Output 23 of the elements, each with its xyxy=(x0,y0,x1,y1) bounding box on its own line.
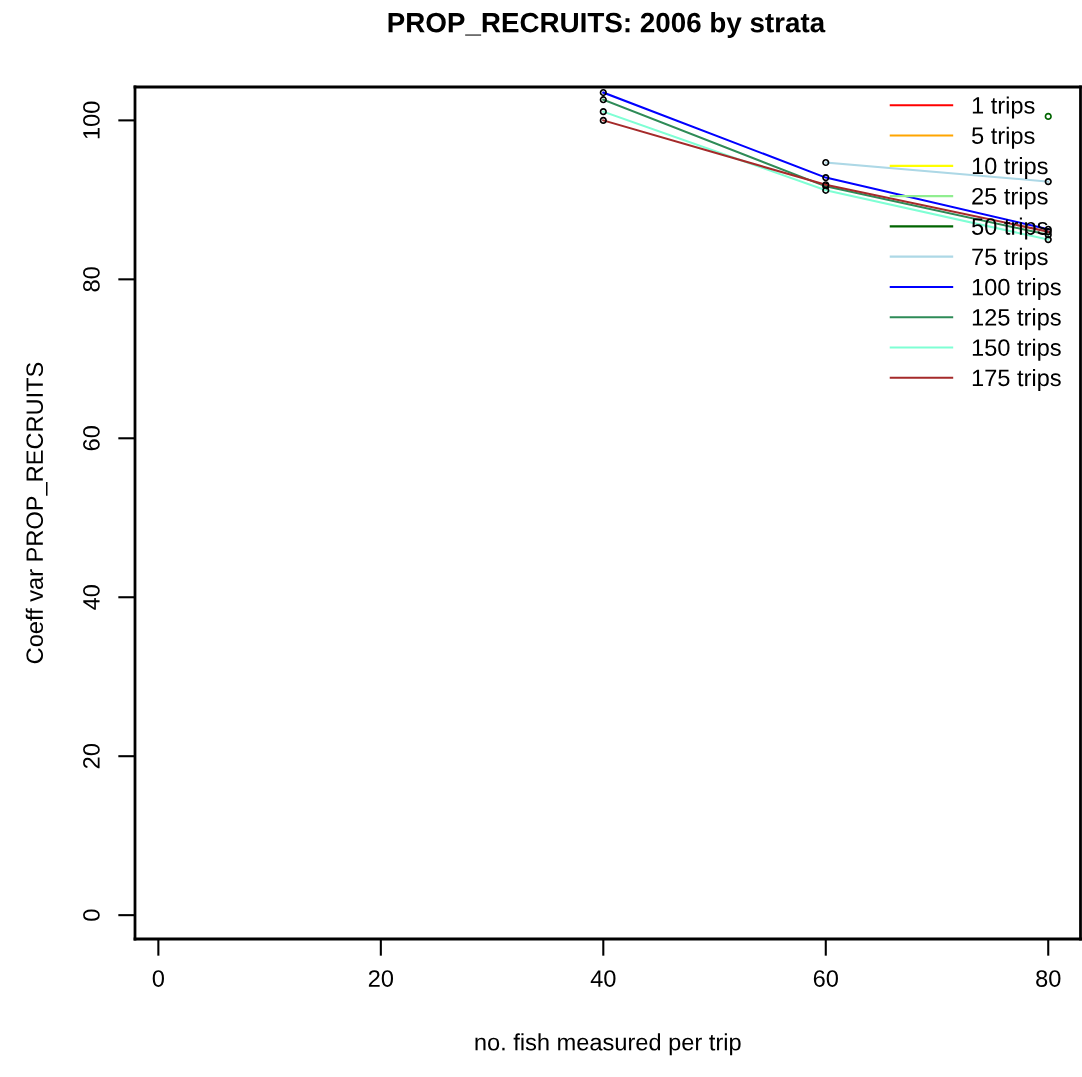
y-tick-label: 100 xyxy=(83,101,100,139)
y-tick-label: 80 xyxy=(83,267,100,292)
legend-label: 100 trips xyxy=(972,278,1061,301)
x-tick-label: 0 xyxy=(152,970,164,987)
legend-label: 1 trips xyxy=(972,96,1035,119)
legend-label: 75 trips xyxy=(972,247,1048,270)
y-tick-label: 40 xyxy=(83,585,100,610)
legend-label: 175 trips xyxy=(972,368,1061,391)
x-tick-label: 80 xyxy=(1036,970,1061,987)
y-tick-label: 60 xyxy=(83,426,100,451)
legend-label: 25 trips xyxy=(972,187,1048,210)
x-axis-title: no. fish measured per trip xyxy=(475,1033,741,1056)
legend-label: 125 trips xyxy=(972,308,1061,331)
x-tick-label: 20 xyxy=(368,970,394,987)
y-tick-label: 0 xyxy=(83,909,100,921)
legend-label: 10 trips xyxy=(972,156,1048,179)
x-tick-label: 40 xyxy=(590,970,616,987)
y-axis-title: Coeff var PROP_RECRUITS xyxy=(25,362,48,664)
x-tick-label: 60 xyxy=(813,970,838,987)
legend-label: 150 trips xyxy=(972,338,1061,361)
y-tick-label: 20 xyxy=(83,743,100,769)
chart-title: PROP_RECRUITS: 2006 by strata xyxy=(388,12,826,38)
legend-label: 5 trips xyxy=(971,126,1035,149)
